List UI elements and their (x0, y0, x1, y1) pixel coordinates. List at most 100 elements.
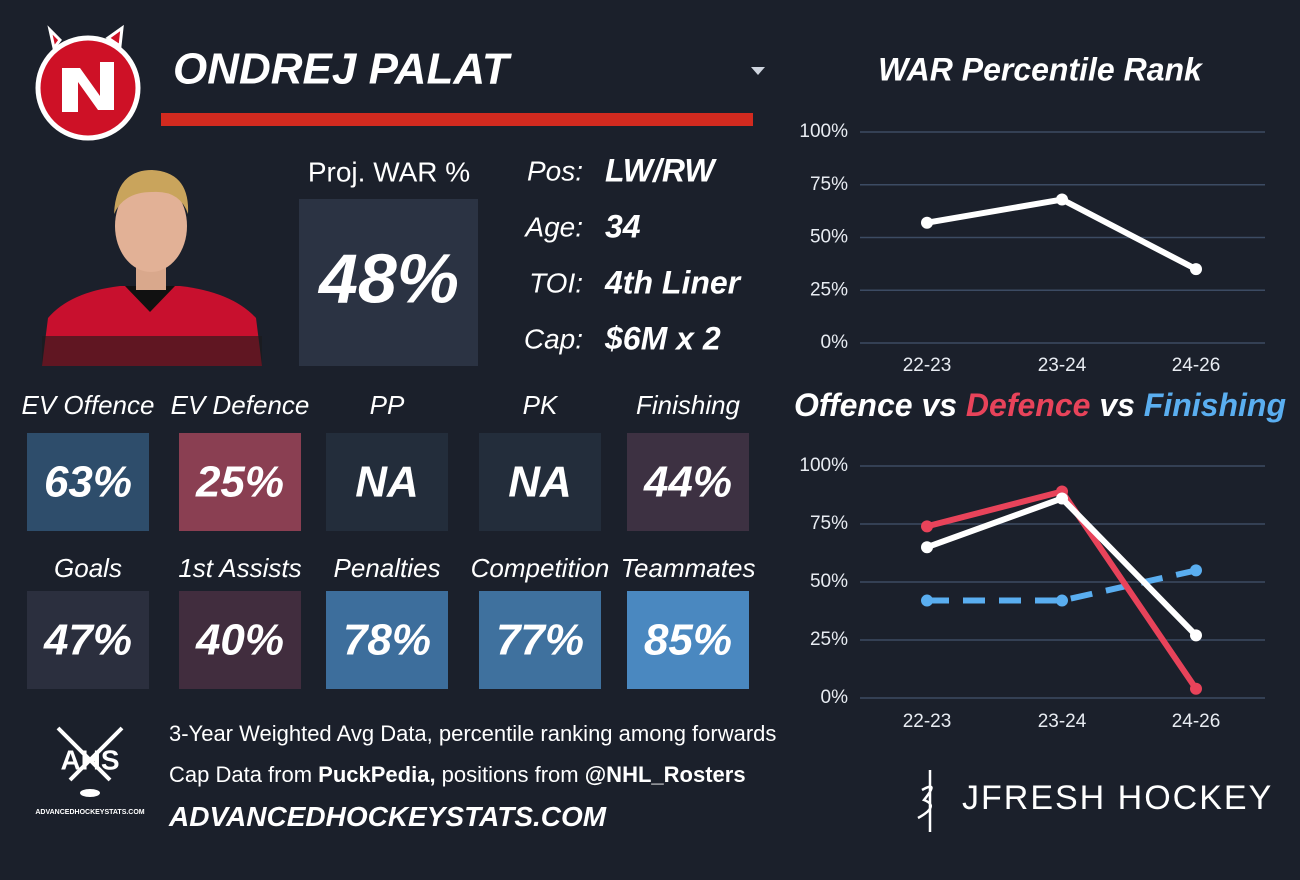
tile (27, 591, 149, 689)
tile-label: EV Defence (171, 390, 310, 420)
footer-segment: @NHL_Rosters (585, 762, 746, 787)
brand-logo: JFRESH HOCKEY (917, 770, 1273, 832)
bio-value: 34 (605, 208, 641, 244)
tile-value: 63% (44, 458, 132, 507)
tile-value: 47% (43, 616, 132, 665)
x-tick-label: 24-26 (1172, 355, 1221, 376)
tile-label: 1st Assists (178, 553, 301, 583)
tile-value: 25% (195, 458, 284, 507)
tile-label: PP (370, 390, 405, 420)
footer: 3-Year Weighted Avg Data, percentile ran… (168, 721, 776, 833)
bio-label: Pos: (527, 155, 583, 186)
title-separator: vs (1090, 387, 1143, 423)
team-logo (35, 24, 141, 141)
legend-entry: Finishing (1144, 387, 1286, 423)
footer-line: 3-Year Weighted Avg Data, percentile ran… (169, 721, 776, 746)
y-tick-label: 25% (810, 279, 848, 300)
tile-label: Goals (54, 553, 122, 583)
y-tick-label: 25% (810, 629, 848, 650)
point (921, 216, 933, 229)
war-label: Proj. WAR % (308, 156, 470, 187)
ahs-logo-text: AHS (60, 744, 119, 775)
point (921, 520, 933, 533)
name-underline (161, 113, 753, 126)
x-tick-label: 24-26 (1172, 711, 1221, 732)
war-box (299, 199, 478, 366)
title-separator: vs (913, 387, 966, 423)
chart-title: Offence vs Defence vs Finishing (794, 387, 1286, 423)
point (1190, 564, 1202, 577)
tile-label: EV Offence (22, 390, 155, 420)
point (1056, 193, 1068, 206)
point (921, 541, 933, 554)
player-photo (42, 170, 262, 366)
bio-value: 4th Liner (604, 264, 742, 300)
y-tick-label: 50% (810, 227, 848, 248)
footer-segment: ADVANCEDHOCKEYSTATS.COM (168, 801, 607, 832)
bio: Pos: LW/RW Age: 34 TOI: 4th Liner Cap: $6M x 2 (523, 152, 741, 356)
bio-label: TOI: (529, 267, 583, 298)
tile-value: NA (355, 458, 419, 507)
tile (326, 591, 448, 689)
war-value: 48% (317, 239, 459, 317)
footer-line: ADVANCEDHOCKEYSTATS.COM (168, 801, 607, 832)
y-tick-label: 100% (799, 121, 848, 142)
point (1190, 263, 1202, 276)
tile-label: PK (523, 390, 559, 420)
tile (479, 591, 601, 689)
footer-segment: Cap Data from (169, 762, 318, 787)
tile (479, 433, 601, 531)
tile (179, 591, 301, 689)
tile (326, 433, 448, 531)
player-name: ONDREJ PALAT (173, 45, 512, 94)
tile (179, 433, 301, 531)
tile (627, 433, 749, 531)
point (1190, 682, 1202, 695)
tile-value: 77% (496, 616, 584, 665)
tile-label: Penalties (334, 553, 441, 583)
y-tick-label: 100% (799, 455, 848, 476)
y-tick-label: 0% (821, 687, 849, 708)
tile-label: Teammates (621, 553, 756, 583)
tile-label: Finishing (636, 390, 741, 420)
footer-segment: PuckPedia, (318, 762, 435, 787)
footer-segment: positions from (436, 762, 585, 787)
dropdown-arrow[interactable] (751, 67, 765, 75)
chart-title: WAR Percentile Rank (878, 51, 1204, 87)
point (1056, 594, 1068, 607)
point (1056, 492, 1068, 505)
tile-label: Competition (471, 553, 610, 583)
tile-value: 85% (644, 616, 732, 665)
point (1190, 629, 1202, 642)
tile (627, 591, 749, 689)
charts: 0% 25% 50% 75% 100% 22-23 23-24 24-26 WAR Percen… (794, 51, 1286, 732)
y-tick-label: 75% (810, 513, 848, 534)
bio-value: $6M x 2 (604, 320, 721, 356)
bio-label: Age: (523, 211, 583, 242)
ahs-site: ADVANCEDHOCKEYSTATS.COM (35, 809, 144, 816)
tile-value: 44% (643, 458, 732, 507)
y-tick-label: 0% (821, 332, 849, 353)
point (921, 594, 933, 607)
tiles: EV Offence 63% EV Defence 25% PP NA PK NA Finish… (22, 390, 756, 689)
legend-entry: Defence (966, 387, 1091, 423)
ahs-logo: AHS ADVANCEDHOCKEYSTATS.COM (35, 726, 145, 816)
series-line (927, 567, 1197, 604)
footer-segment: 3-Year Weighted Avg Data, percentile ran… (169, 721, 776, 746)
brand-name: JFRESH HOCKEY (962, 779, 1273, 817)
bio-label: Cap: (524, 323, 583, 354)
tile-value: NA (508, 458, 572, 507)
tile (27, 433, 149, 531)
legend-entry: Offence (794, 387, 913, 423)
y-tick-label: 50% (810, 571, 848, 592)
x-tick-label: 23-24 (1038, 711, 1087, 732)
x-tick-label: 22-23 (903, 355, 952, 376)
bio-value: LW/RW (605, 152, 717, 188)
y-tick-label: 75% (810, 174, 848, 195)
x-tick-label: 22-23 (903, 711, 952, 732)
tile-value: 78% (343, 616, 431, 665)
footer-line: Cap Data from PuckPedia, positions from … (169, 762, 746, 787)
x-tick-label: 23-24 (1038, 355, 1087, 376)
